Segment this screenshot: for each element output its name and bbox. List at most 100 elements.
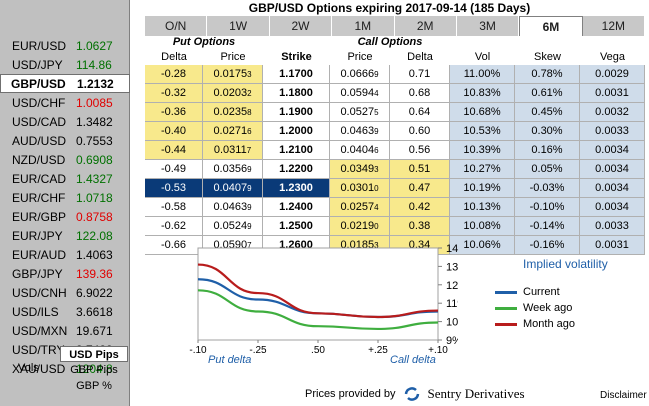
cell-value: 10.13% [463,201,501,213]
y-tick-label: 13% [446,261,458,273]
provider-name[interactable]: Sentry Derivatives [427,386,525,401]
pair-row[interactable]: GBP/USD 1.2132 [0,74,130,93]
cell-value: 10.06% [463,239,501,251]
pair-row[interactable]: USD/CAD 1.3482 [0,112,130,131]
strike-row[interactable]: -0.40 0.02716 1.2000 0.04639 0.60 10.53% 0.30%… [145,122,645,141]
tab-expiry[interactable]: 2M [394,16,457,36]
cell-call-delta: 0.60 [390,122,450,141]
cell-put-delta: -0.66 [145,236,203,255]
tab-expiry[interactable]: O/N [145,16,208,36]
unit-option-1[interactable]: GBP Pips [70,364,118,376]
tab-expiry[interactable]: 3M [456,16,520,36]
strike-row[interactable]: -0.44 0.03117 1.2100 0.04046 0.56 10.39% 0.16%… [145,141,645,160]
cell-put-delta: -0.32 [145,84,203,103]
pair-row[interactable]: USD/ILS 3.6618 [0,302,130,321]
series-line-month-ago [197,263,439,319]
pair-row[interactable]: USD/MXN 19.671 [0,321,130,340]
pair-row[interactable]: USD/CHF 1.0085 [0,93,130,112]
pair-rate: 139.36 [76,266,113,281]
strike-row[interactable]: -0.32 0.02032 1.1800 0.05944 0.68 10.83% 0.61%… [145,84,645,103]
cell-put-delta: -0.28 [145,65,203,84]
cell-pip-digit: 4 [374,89,379,98]
x-tick-label: +.10 [428,345,448,355]
x-tick-label: -.10 [189,345,207,355]
tab-expiry[interactable]: 1M [332,16,395,36]
legend-label: Current [523,286,560,298]
cell-put-delta: -0.62 [145,217,203,236]
cell-value: 0.0175 [213,68,248,80]
cell-value: 10.53% [463,125,501,137]
cell-strike: 1.2000 [263,122,330,141]
cell-vol: 11.00% [450,65,515,84]
cell-value: -0.40 [160,125,187,137]
vols-label: Vols [18,362,39,374]
pair-row[interactable]: EUR/CAD 1.4327 [0,169,130,188]
pair-row[interactable]: EUR/CHF 1.0718 [0,188,130,207]
x-tick-label: +.25 [368,345,388,355]
disclaimer-link[interactable]: Disclaimer [600,390,647,401]
cell-vol: 10.08% [450,217,515,236]
cell-pip-digit: 3 [374,165,379,174]
strike-row[interactable]: -0.36 0.02358 1.1900 0.05275 0.64 10.68% 0.45%… [145,103,645,122]
cell-value: 0.51 [408,163,431,175]
strike-row[interactable]: -0.53 0.04079 1.2300 0.03010 0.47 10.19% -0.03… [145,179,645,198]
cell-vol: 10.19% [450,179,515,198]
cell-call-delta: 0.68 [390,84,450,103]
cell-vol: 10.13% [450,198,515,217]
pair-row[interactable]: EUR/AUD 1.4063 [0,245,130,264]
cell-call-delta: 0.42 [390,198,450,217]
series-line-week-ago [197,289,439,331]
legend-label: Week ago [523,302,573,314]
cell-vega: 0.0032 [580,103,645,122]
tab-expiry[interactable]: 12M [582,16,645,36]
cell-value: 10.39% [463,144,501,156]
sentry-logo-icon [404,387,419,401]
pair-row[interactable]: EUR/USD 1.0627 [0,36,130,55]
cell-value: -0.66 [160,239,187,251]
cell-vega: 0.0031 [580,84,645,103]
put-options-header: Put Options [172,36,236,48]
strike-row[interactable]: -0.58 0.04639 1.2400 0.02574 0.42 10.13% -0.10… [145,198,645,217]
unit-option-0[interactable]: USD Pips [60,346,128,362]
cell-call-delta: 0.64 [390,103,450,122]
cell-value: 0.0034 [595,163,629,175]
cell-value: 0.61% [531,87,563,99]
pair-row[interactable]: XAU/USD 1204.8 [0,359,130,378]
cell-value: 1.2400 [279,201,313,213]
pair-row[interactable]: USD/JPY 114.86 [0,55,130,74]
cell-value: 0.0032 [595,106,629,118]
tab-expiry[interactable]: 1W [207,16,270,36]
cell-value: 0.30% [531,125,563,137]
pair-rate: 0.8758 [76,209,113,224]
footer: Prices provided by Sentry Derivatives [305,386,525,402]
tab-expiry[interactable]: 2W [269,16,333,36]
cell-skew: 0.16% [515,141,580,160]
tab-expiry[interactable]: 6M [519,16,583,36]
cell-skew: 0.45% [515,103,580,122]
cell-strike: 1.1700 [263,65,330,84]
cell-pip-digit: 9 [374,70,379,79]
cell-vol: 10.68% [450,103,515,122]
strike-row[interactable]: -0.28 0.01753 1.1700 0.06669 0.71 11.00% 0.78%… [145,65,645,84]
strike-row[interactable]: -0.49 0.03569 1.2200 0.03493 0.51 10.27% 0.05%… [145,160,645,179]
strike-row[interactable]: -0.62 0.05249 1.2500 0.02190 0.38 10.08% -0.14… [145,217,645,236]
cell-value: -0.03% [529,182,565,194]
pair-row[interactable]: EUR/JPY 122.08 [0,226,130,245]
unit-option-2[interactable]: GBP % [76,380,112,392]
cell-value: -0.53 [160,182,187,194]
pair-row[interactable]: NZD/USD 0.6908 [0,150,130,169]
pair-row[interactable]: AUD/USD 0.7553 [0,131,130,150]
pair-rate: 1.0085 [76,95,113,110]
cell-pip-digit: 5 [374,108,379,117]
pair-row[interactable]: EUR/GBP 0.8758 [0,207,130,226]
pair-name: USD/CHF [12,95,66,110]
pair-row[interactable]: GBP/JPY 139.36 [0,264,130,283]
cell-call-price: 0.03010 [330,179,390,198]
cell-strike: 1.1900 [263,103,330,122]
pair-row[interactable]: USD/CNH 6.9022 [0,283,130,302]
cell-value: 0.71 [408,68,431,80]
pair-name: USD/TRY [12,342,65,357]
cell-skew: -0.10% [515,198,580,217]
cell-call-delta: 0.38 [390,217,450,236]
column-header: Vol [474,51,491,63]
